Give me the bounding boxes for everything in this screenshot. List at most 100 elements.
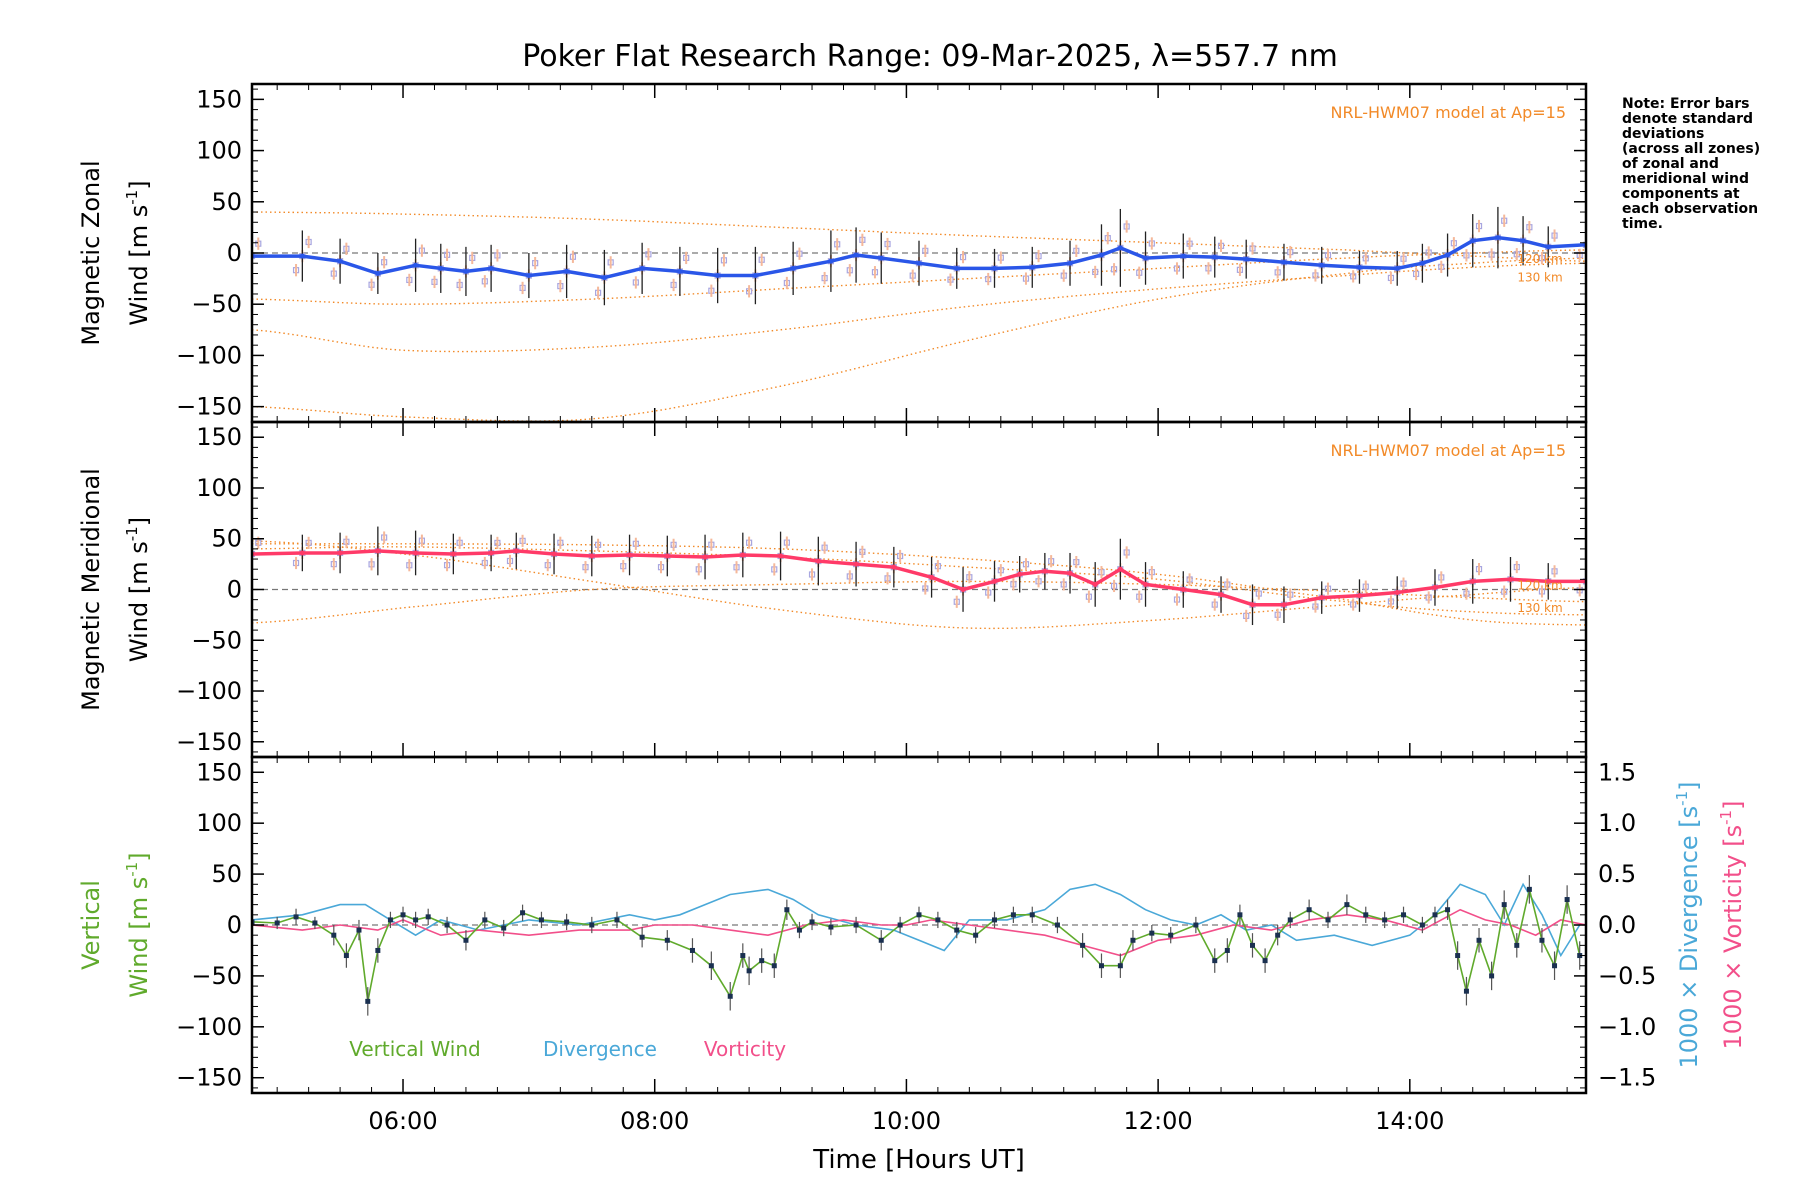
y-tick-label: 0 [227,576,242,604]
vertical-wind-point [538,917,544,923]
vertical-wind-point [1212,958,1218,964]
meridional-wind-point [337,550,343,556]
zonal-wind-point [1356,264,1362,270]
y-tick-label: 50 [211,188,242,216]
meridional-wind-point [1017,571,1023,577]
vertical-wind-point [1455,953,1461,959]
zonal-wind-point [639,265,645,271]
zonal-wind-point [715,273,721,279]
vertical-wind-point [614,917,620,923]
x-tick-label: 10:00 [872,1107,941,1135]
note-line-8: each observation [1622,201,1758,217]
vertical-wind-point [1501,902,1507,908]
vertical-wind-point [343,953,349,959]
zonal-wind-point [1212,254,1218,260]
y-axis-label-line1: Magnetic Meridional [77,468,105,711]
zone-marker [243,563,248,568]
meridional-wind-point [1281,602,1287,608]
meridional-wind-point [891,564,897,570]
model-altitude-label-130: 130 km [1517,601,1562,615]
vertical-wind-point [727,993,733,999]
vertical-wind-point [664,937,670,943]
zonal-wind-point [438,265,444,271]
vertical-wind-point [1054,922,1060,928]
x-tick-label: 14:00 [1375,1107,1444,1135]
right-tick-label: 1.5 [1598,758,1636,786]
model-label: NRL-HWM07 model at Ap=15 [1330,441,1566,460]
meridional-wind-point [513,548,519,554]
zonal-wind-point [853,252,859,258]
right-tick-label: 0.0 [1598,911,1636,939]
zonal-wind-point [564,268,570,274]
zone-marker [1590,232,1595,237]
vertical-wind-point [365,998,371,1004]
meridional-wind-point [853,561,859,567]
panel-frame [250,755,1588,1095]
meridional-wind-point [1042,568,1048,574]
vertical-wind-point [992,917,998,923]
zonal-wind-point [1319,262,1325,268]
note-line-1: Note: Error bars [1622,96,1749,112]
meridional-wind-point [702,554,708,560]
y-tick-label: 100 [196,474,242,502]
plot-area-vertical [252,875,1586,1016]
vertical-wind-point [1130,937,1136,943]
zonal-wind-point [954,265,960,271]
zonal-wind-point [1067,260,1073,266]
vertical-wind-line [252,889,1581,1002]
x-tick-label: 08:00 [620,1107,689,1135]
note-line-5: of zonal and [1622,156,1719,172]
zonal-wind-point [752,273,758,279]
right-tick-label: −0.5 [1598,962,1656,990]
y-axis-label-meridional: Magnetic Meridional Wind [m s-1] [77,468,153,711]
vertical-wind-point [973,932,979,938]
note-line-6: meridional wind [1622,171,1749,187]
vertical-wind-point [356,927,362,933]
model-altitude-label-120: 120 km [1517,252,1562,266]
vertical-wind-point [482,917,488,923]
y-tick-label: 100 [196,137,242,165]
zone-marker [243,266,248,271]
figure-title: Poker Flat Research Range: 09-Mar-2025, … [522,39,1338,74]
vertical-wind-point [520,910,526,916]
right-axis: 1.5 1.0 0.5 0.0 −0.5 −1.0 −1.5 1000 × Divergenc… [1574,758,1747,1092]
y-tick-label: −50 [191,962,242,990]
plot-area-zonal [243,206,1595,422]
y-tick-label: 50 [211,860,242,888]
meridional-wind-point [551,551,557,557]
zone-marker [1590,570,1595,575]
y-axis-label-line1: Magnetic Zonal [77,160,105,345]
vertical-wind-point [293,914,299,920]
zonal-wind-point [413,262,419,268]
y-tick-label: −50 [191,290,242,318]
zonal-wind-point [488,265,494,271]
zonal-wind-point [1419,260,1425,266]
vertical-wind-point [1476,937,1482,943]
y-tick-label: −100 [176,341,242,369]
zonal-wind-point [337,258,343,264]
vertical-wind-point [463,937,469,943]
vertical-wind-point [784,907,790,913]
vertical-wind-point [1432,912,1438,918]
right-tick-label: −1.5 [1598,1064,1656,1092]
meridional-wind-point [1319,595,1325,601]
meridional-wind-point [375,548,381,554]
vertical-wind-point [771,963,777,969]
vorticity-line [252,908,1586,957]
y-tick-label: −50 [191,626,242,654]
meridional-wind-point [1394,590,1400,596]
vertical-wind-point [312,920,318,926]
zonal-wind-point [375,270,381,276]
meridional-wind-point [778,553,784,559]
zonal-wind-point [1520,238,1526,244]
vertical-wind-point [400,912,406,918]
zonal-wind-point [1545,244,1551,250]
vertical-wind-point [1445,907,1451,913]
meridional-wind-point [1432,584,1438,590]
meridional-wind-point [1180,587,1186,592]
zonal-wind-point [1098,252,1104,258]
vertical-wind-point [796,927,802,933]
zonal-wind-point [916,260,922,266]
vertical-wind-point [1526,886,1532,892]
zonal-wind-point [677,268,683,274]
